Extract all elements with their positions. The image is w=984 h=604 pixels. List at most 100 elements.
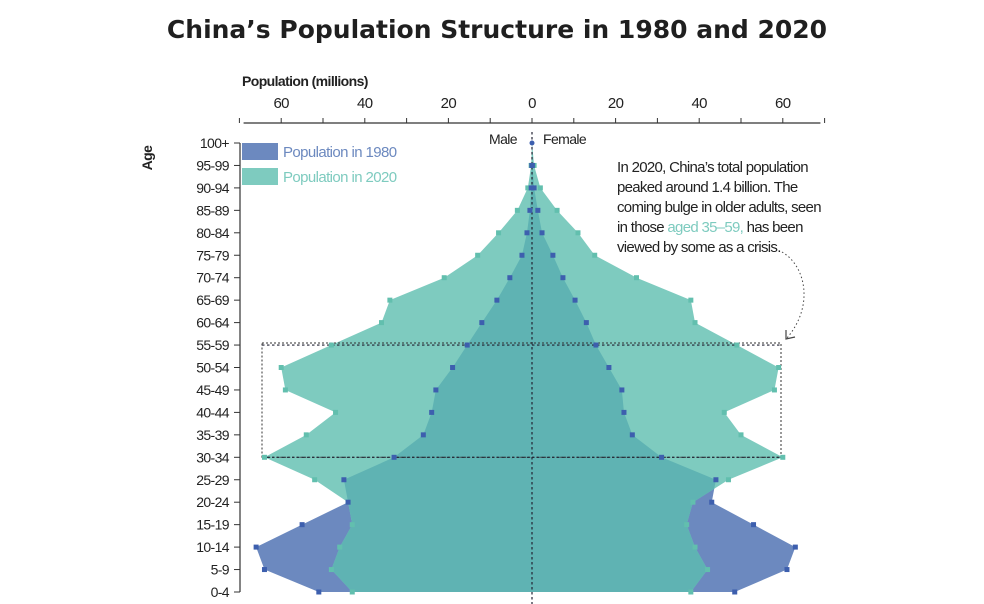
x-tick-label: 20 xyxy=(441,95,457,112)
marker-2020-male xyxy=(312,477,318,483)
marker-2020-male xyxy=(328,342,334,348)
marker-2020-male xyxy=(303,432,309,438)
marker-2020-female xyxy=(684,522,690,528)
y-tick-label: 0-4 xyxy=(211,584,230,600)
annotation-text: has been xyxy=(743,219,803,236)
marker-2020-male xyxy=(349,522,355,528)
marker-1980-male xyxy=(479,320,485,326)
highlight-box-aged-35-59 xyxy=(261,342,782,458)
x-tick-label: 40 xyxy=(357,95,373,112)
marker-2020-male xyxy=(282,387,288,393)
annotation-line-3: coming bulge in older adults, seen xyxy=(617,199,821,216)
marker-1980-male xyxy=(507,275,513,281)
marker-1980-female xyxy=(531,185,537,191)
x-tick-label: 0 xyxy=(528,95,536,112)
marker-2020-male xyxy=(349,589,355,595)
marker-1980-female xyxy=(539,230,545,236)
marker-1980-female xyxy=(713,477,719,483)
y-tick-label: 30-34 xyxy=(196,449,230,465)
y-tick-label: 20-24 xyxy=(196,494,230,510)
data-markers xyxy=(253,140,798,595)
marker-1980-female xyxy=(606,365,612,370)
marker-1980-female xyxy=(732,589,738,595)
x-tick-label: 20 xyxy=(608,95,624,112)
y-tick-label: 15-19 xyxy=(196,517,230,533)
annotation-line-4: in those aged 35–59, has been xyxy=(617,219,803,236)
y-tick-label: 65-69 xyxy=(196,292,230,308)
marker-1980-male xyxy=(528,185,534,191)
marker-1980-female xyxy=(659,454,665,460)
marker-1980-male xyxy=(299,522,305,528)
x-tick-label: 60 xyxy=(273,95,289,112)
marker-2020-female xyxy=(688,297,694,303)
marker-1980-female xyxy=(709,499,715,505)
x-axis-label: Population (millions) xyxy=(242,73,368,89)
marker-1980-female xyxy=(751,522,757,528)
marker-2020-male xyxy=(441,275,447,281)
y-tick-label: 100+ xyxy=(200,135,230,151)
marker-1980-male xyxy=(429,409,435,415)
y-axis: 0-4 5-9 10-14 15-19 20-24 25-29 30-34 35-39 40-4… xyxy=(196,135,241,600)
male-label: Male xyxy=(489,131,518,147)
area-overlap xyxy=(264,143,783,592)
y-tick-label: 90-94 xyxy=(196,180,230,196)
marker-2020-male xyxy=(278,365,284,370)
marker-1980-female xyxy=(629,432,635,438)
marker-2020-female xyxy=(692,544,698,550)
marker-2020-male xyxy=(525,185,531,191)
marker-2020-female xyxy=(634,275,639,281)
marker-2020-male xyxy=(475,252,481,258)
marker-1980-male xyxy=(261,567,267,573)
y-tick-label: 35-39 xyxy=(196,427,230,443)
y-tick-label: 10-14 xyxy=(196,539,230,555)
marker-2020-male xyxy=(333,409,339,415)
marker-2020-female xyxy=(725,477,731,483)
legend-label-2020: Population in 2020 xyxy=(283,169,397,186)
legend: Population in 1980 Population in 2020 xyxy=(242,143,397,186)
annotation-arrow xyxy=(781,251,805,339)
marker-1980-male xyxy=(420,432,426,438)
marker-1980-female xyxy=(535,207,541,213)
x-tick-label: 40 xyxy=(691,95,707,112)
marker-2020-female xyxy=(537,185,543,191)
marker-2020-male xyxy=(337,544,343,550)
marker-1980-female xyxy=(621,409,627,415)
pyramid-areas xyxy=(256,143,796,592)
marker-1980-female xyxy=(550,252,556,258)
marker-2020-male xyxy=(387,297,393,303)
y-tick-label: 5-9 xyxy=(211,562,230,578)
marker-1980-male xyxy=(450,365,456,370)
annotation-text: in those xyxy=(617,219,667,236)
marker-2020-female xyxy=(554,207,560,213)
marker-1980-male xyxy=(345,499,351,505)
y-tick-label: 60-64 xyxy=(196,315,230,331)
y-tick-label: 40-44 xyxy=(196,404,230,420)
marker-1980-female xyxy=(784,567,790,573)
marker-1980-male xyxy=(527,207,533,213)
marker-2020-female xyxy=(771,387,777,393)
annotation-highlight: aged 35–59, xyxy=(667,219,743,236)
marker-1980-male xyxy=(253,544,259,550)
x-axis: 60 40 20 0 20 40 60 xyxy=(238,95,826,124)
marker-2020-male xyxy=(379,320,385,326)
marker-1980-female xyxy=(529,162,535,168)
marker-2020-male xyxy=(328,567,334,573)
marker-2020-female xyxy=(705,567,711,573)
marker-100plus xyxy=(529,140,535,146)
female-label: Female xyxy=(543,131,587,147)
x-tick-label: 60 xyxy=(775,95,791,112)
marker-2020-female xyxy=(734,342,740,348)
marker-1980-female xyxy=(792,544,798,550)
marker-2020-female xyxy=(721,409,727,415)
legend-label-1980: Population in 1980 xyxy=(283,144,397,161)
annotation-line-1: In 2020, China’s total population xyxy=(617,159,808,176)
y-tick-label: 80-84 xyxy=(196,225,230,241)
marker-2020-female xyxy=(780,454,786,460)
marker-2020-male xyxy=(496,230,502,236)
arrow-head-icon xyxy=(785,330,796,340)
y-tick-label: 95-99 xyxy=(196,157,230,173)
marker-2020-female xyxy=(592,252,598,258)
chart-title: China’s Population Structure in 1980 and… xyxy=(167,15,827,44)
marker-2020-female xyxy=(776,365,782,370)
